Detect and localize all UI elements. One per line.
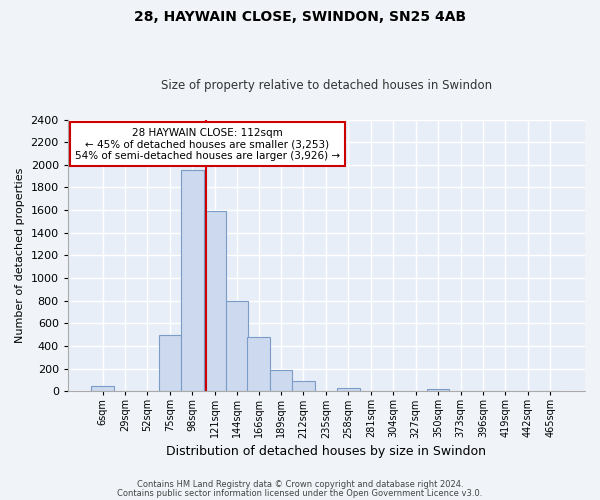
Bar: [203, 211, 226, 391]
Bar: [91, 386, 114, 391]
Text: 28 HAYWAIN CLOSE: 112sqm
← 45% of detached houses are smaller (3,253)
54% of sem: 28 HAYWAIN CLOSE: 112sqm ← 45% of detach…: [75, 128, 340, 161]
Bar: [181, 170, 203, 391]
X-axis label: Distribution of detached houses by size in Swindon: Distribution of detached houses by size …: [166, 444, 487, 458]
Text: Contains public sector information licensed under the Open Government Licence v3: Contains public sector information licen…: [118, 488, 482, 498]
Bar: [427, 389, 449, 391]
Bar: [337, 388, 359, 391]
Bar: [247, 337, 270, 391]
Bar: [226, 300, 248, 391]
Text: Contains HM Land Registry data © Crown copyright and database right 2024.: Contains HM Land Registry data © Crown c…: [137, 480, 463, 489]
Bar: [270, 370, 292, 391]
Y-axis label: Number of detached properties: Number of detached properties: [15, 168, 25, 343]
Title: Size of property relative to detached houses in Swindon: Size of property relative to detached ho…: [161, 79, 492, 92]
Bar: [292, 381, 315, 391]
Text: 28, HAYWAIN CLOSE, SWINDON, SN25 4AB: 28, HAYWAIN CLOSE, SWINDON, SN25 4AB: [134, 10, 466, 24]
Bar: [158, 334, 181, 391]
